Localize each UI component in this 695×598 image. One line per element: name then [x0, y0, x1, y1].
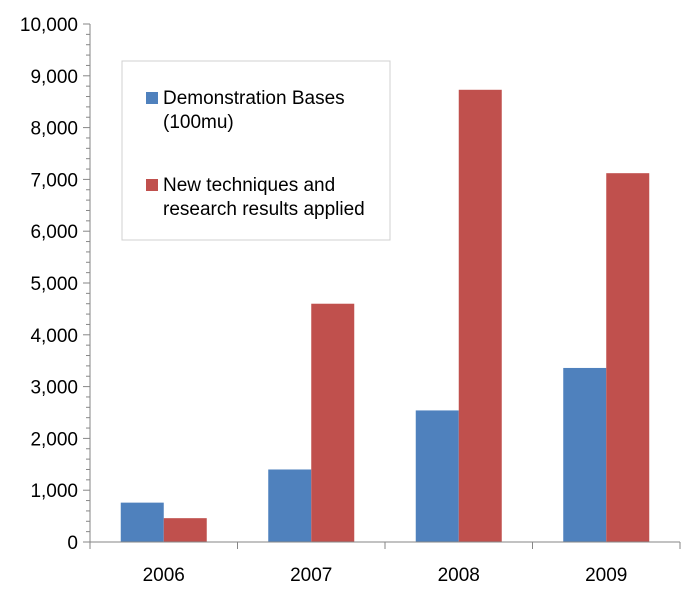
y-tick-label: 5,000	[30, 274, 78, 295]
y-tick-label: 4,000	[30, 326, 78, 347]
y-tick-label: 10,000	[20, 15, 78, 36]
legend-label: New techniques and	[163, 175, 335, 196]
x-tick-label: 2007	[290, 565, 332, 586]
legend-swatch	[146, 179, 158, 191]
y-tick-label: 8,000	[30, 119, 78, 140]
legend: Demonstration Bases (100mu) New techniques…	[121, 60, 391, 241]
bar-2009-series-2	[606, 173, 650, 542]
y-tick-label: 9,000	[30, 67, 78, 88]
bar-2006-series-1	[120, 502, 164, 542]
axes-group	[83, 23, 681, 549]
bar-2008-series-1	[415, 410, 459, 542]
y-tick-label: 3,000	[30, 378, 78, 399]
y-tick-label: 6,000	[30, 222, 78, 243]
legend-label: (100mu)	[163, 112, 234, 133]
legend-label: Demonstration Bases	[163, 88, 345, 109]
bars-group	[120, 89, 650, 542]
x-tick-label: 2009	[585, 565, 627, 586]
legend-swatch	[146, 92, 158, 104]
bar-2007-series-1	[268, 469, 312, 542]
y-tick-label: 0	[67, 533, 78, 554]
x-tick-label: 2006	[143, 565, 185, 586]
x-tick-labels: 2006 2007 2008 2009	[143, 565, 628, 586]
bar-2009-series-1	[563, 367, 607, 542]
bar-2008-series-2	[458, 89, 502, 542]
y-tick-labels: 0 1,000 2,000 3,000 4,000 5,000 6,000 7,000 8,00…	[20, 15, 78, 554]
y-tick-label: 2,000	[30, 429, 78, 450]
legend-label: research results applied	[163, 199, 365, 220]
legend-box	[121, 60, 391, 241]
x-tick-label: 2008	[438, 565, 480, 586]
bar-2006-series-2	[163, 518, 207, 542]
bar-2007-series-2	[311, 303, 355, 542]
y-tick-label: 1,000	[30, 481, 78, 502]
y-tick-label: 7,000	[30, 170, 78, 191]
